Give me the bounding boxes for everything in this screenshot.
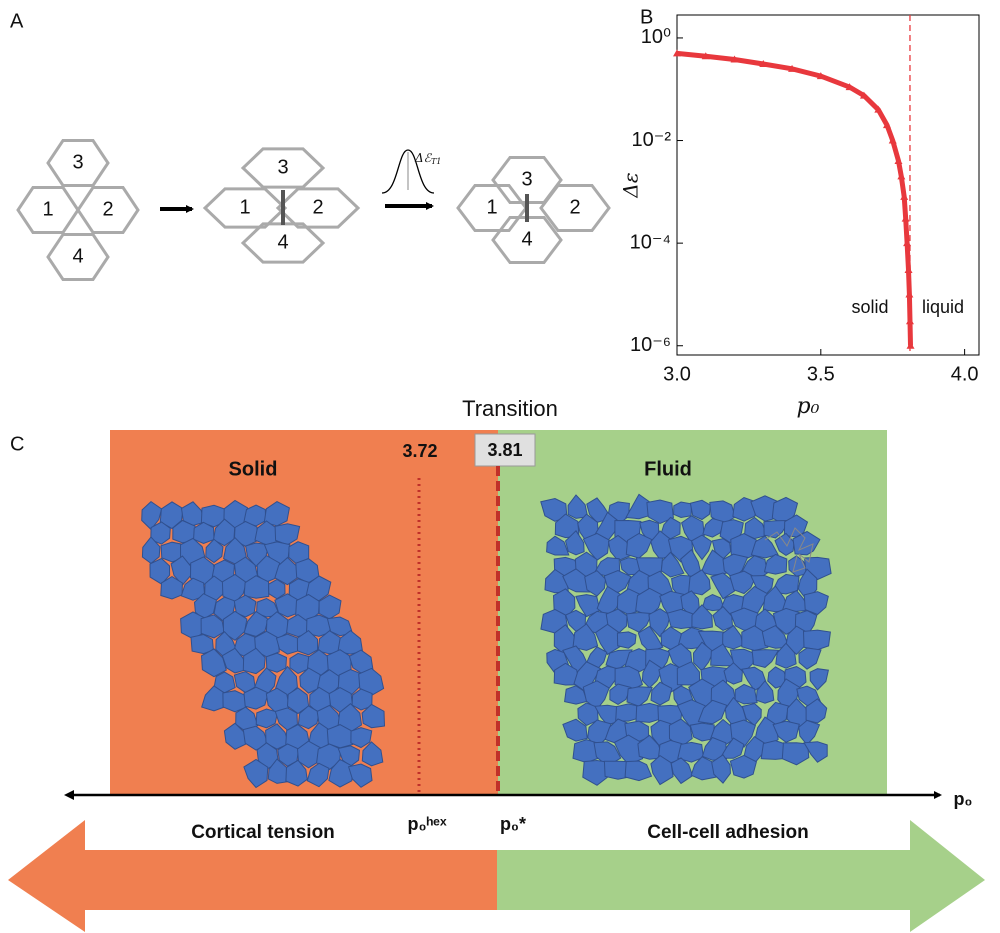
threshold-value: 3.72 — [402, 441, 437, 461]
threshold-label: p₀* — [500, 814, 526, 834]
threshold-value: 3.81 — [487, 440, 522, 460]
axis-left-head — [64, 790, 74, 800]
x-tick-label: 3.5 — [807, 363, 835, 385]
cell-label: 2 — [312, 196, 323, 218]
page: A B C 3 1 2 4 3 1 2 4 3 1 2 4 ΔℰT1 3.0 3.5 4.0 10⁻⁶ 10⁻⁴ 1… — [0, 0, 1000, 933]
x-axis-label: p₀ — [797, 394, 820, 419]
annotation: solid — [851, 297, 888, 317]
cell-label: 4 — [277, 231, 288, 253]
annotation: liquid — [922, 297, 964, 317]
y-tick-label: 10⁰ — [641, 26, 671, 48]
panel-label: A — [10, 10, 24, 32]
data-point — [907, 342, 915, 349]
cell-label: 2 — [569, 196, 580, 218]
cell-label: 2 — [102, 198, 113, 220]
cell-label: 4 — [521, 228, 532, 250]
cell-label: 3 — [521, 168, 532, 190]
threshold-label: p₀ʰᵉˣ — [407, 814, 446, 834]
figure: A B C 3 1 2 4 3 1 2 4 3 1 2 4 ΔℰT1 3.0 3.5 4.0 10⁻⁶ 10⁻⁴ 1… — [0, 0, 1000, 933]
cell-label: 3 — [72, 151, 83, 173]
cell-label: 3 — [277, 156, 288, 178]
barrier-subscript: T1 — [431, 157, 441, 166]
y-tick-label: 10⁻² — [632, 129, 672, 151]
tissue-cell — [804, 630, 831, 650]
y-tick-label: 10⁻⁶ — [630, 334, 671, 356]
x-tick-label: 4.0 — [951, 363, 979, 385]
y-axis-label: Δε — [619, 172, 643, 198]
driver-label: Cell-cell adhesion — [647, 822, 809, 843]
barrier-label: ΔℰT1 — [414, 151, 441, 167]
phase-label: Fluid — [644, 458, 692, 480]
cell-label: 4 — [72, 245, 83, 267]
axis-label: p₀ — [953, 789, 972, 809]
tissue — [541, 494, 831, 785]
panel-label: B — [640, 6, 653, 28]
tissue-cell — [667, 609, 693, 628]
tissue-cell — [674, 502, 692, 518]
y-tick-label: 10⁻⁴ — [630, 231, 671, 253]
cell-label: 1 — [486, 196, 497, 218]
barrier-symbol: Δℰ — [414, 151, 433, 165]
x-tick-label: 3.0 — [663, 363, 691, 385]
panel-label: C — [10, 433, 24, 455]
data-point — [905, 266, 913, 273]
cell-label: 1 — [42, 198, 53, 220]
phase-label: Solid — [229, 458, 278, 480]
data-point — [902, 215, 910, 222]
cell-label: 1 — [239, 196, 250, 218]
data-point — [906, 317, 914, 324]
title: Transition — [462, 396, 558, 421]
data-point — [905, 290, 913, 297]
tissue-cell — [266, 653, 286, 672]
driver-label: Cortical tension — [191, 822, 335, 843]
